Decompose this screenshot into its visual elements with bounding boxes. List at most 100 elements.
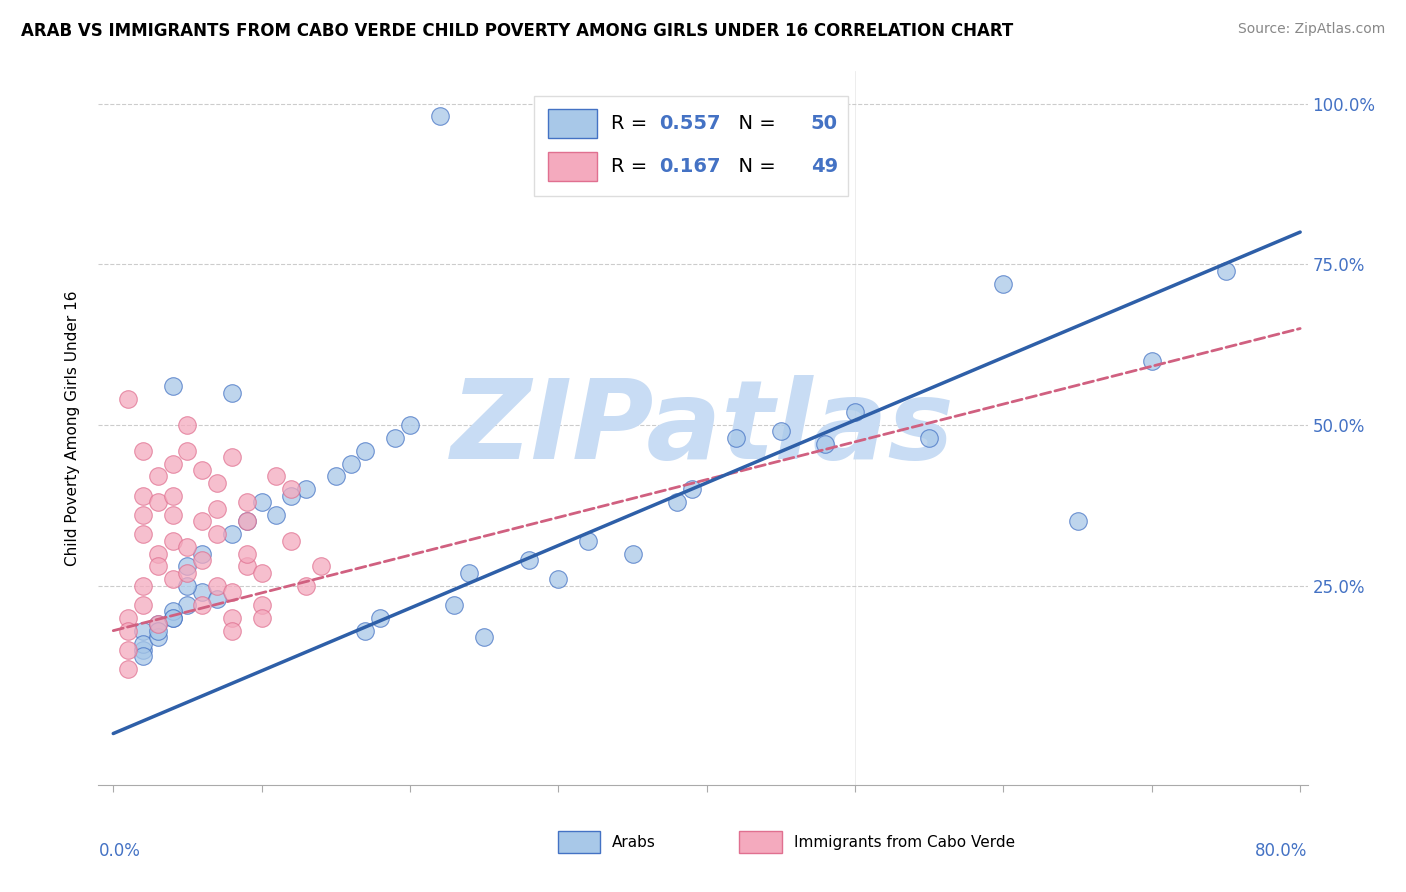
Point: [221, 450, 243, 464]
Point: [146, 469, 169, 483]
Point: [221, 385, 243, 400]
Point: [280, 482, 302, 496]
Point: [205, 501, 228, 516]
Point: [146, 559, 169, 574]
Point: [1215, 263, 1237, 277]
Point: [117, 611, 139, 625]
Text: 0.167: 0.167: [659, 157, 721, 176]
Point: [162, 489, 184, 503]
Point: [1066, 515, 1088, 529]
Point: [132, 489, 155, 503]
Y-axis label: Child Poverty Among Girls Under 16: Child Poverty Among Girls Under 16: [65, 291, 80, 566]
Point: [117, 643, 139, 657]
Point: [146, 630, 169, 644]
Point: [368, 611, 391, 625]
Point: [236, 495, 259, 509]
Point: [280, 533, 302, 548]
Point: [295, 579, 318, 593]
Point: [205, 579, 228, 593]
Point: [191, 553, 214, 567]
Point: [576, 533, 599, 548]
Text: ZIPatlas: ZIPatlas: [451, 375, 955, 482]
FancyBboxPatch shape: [740, 831, 782, 853]
Point: [162, 611, 184, 625]
Point: [547, 572, 569, 586]
Point: [280, 489, 302, 503]
Point: [162, 379, 184, 393]
Point: [666, 495, 689, 509]
FancyBboxPatch shape: [534, 96, 848, 196]
Text: R =: R =: [612, 157, 654, 176]
Point: [205, 527, 228, 541]
Point: [205, 475, 228, 490]
Point: [354, 624, 377, 638]
Text: 49: 49: [811, 157, 838, 176]
Point: [191, 547, 214, 561]
Point: [162, 572, 184, 586]
Text: N =: N =: [725, 114, 782, 133]
Text: R =: R =: [612, 114, 654, 133]
Point: [146, 617, 169, 632]
Text: 50: 50: [811, 114, 838, 133]
Point: [429, 109, 451, 123]
Point: [236, 559, 259, 574]
Point: [993, 277, 1015, 291]
Point: [146, 617, 169, 632]
Point: [176, 559, 198, 574]
Point: [191, 515, 214, 529]
Point: [146, 495, 169, 509]
Point: [1140, 353, 1163, 368]
Point: [325, 469, 347, 483]
Point: [472, 630, 495, 644]
Point: [162, 457, 184, 471]
Point: [176, 443, 198, 458]
Point: [132, 579, 155, 593]
Point: [236, 515, 259, 529]
Point: [399, 417, 422, 432]
Point: [176, 579, 198, 593]
Point: [266, 469, 288, 483]
Point: [117, 662, 139, 676]
Point: [221, 527, 243, 541]
Point: [844, 405, 866, 419]
Point: [162, 508, 184, 522]
Point: [918, 431, 941, 445]
Point: [384, 431, 406, 445]
Text: 0.557: 0.557: [659, 114, 721, 133]
Point: [176, 540, 198, 554]
Point: [309, 559, 332, 574]
Point: [162, 533, 184, 548]
Point: [132, 527, 155, 541]
Point: [236, 547, 259, 561]
Point: [205, 591, 228, 606]
Point: [176, 598, 198, 612]
Point: [146, 547, 169, 561]
Text: N =: N =: [725, 157, 782, 176]
Point: [458, 566, 481, 580]
Point: [132, 643, 155, 657]
Text: Source: ZipAtlas.com: Source: ZipAtlas.com: [1237, 22, 1385, 37]
Point: [132, 636, 155, 650]
Point: [191, 463, 214, 477]
Point: [250, 566, 273, 580]
Point: [132, 649, 155, 664]
FancyBboxPatch shape: [548, 152, 596, 180]
Point: [221, 624, 243, 638]
FancyBboxPatch shape: [548, 109, 596, 137]
Point: [191, 598, 214, 612]
Text: 80.0%: 80.0%: [1256, 842, 1308, 860]
Point: [250, 495, 273, 509]
Text: ARAB VS IMMIGRANTS FROM CABO VERDE CHILD POVERTY AMONG GIRLS UNDER 16 CORRELATIO: ARAB VS IMMIGRANTS FROM CABO VERDE CHILD…: [21, 22, 1014, 40]
Point: [725, 431, 748, 445]
Point: [176, 417, 198, 432]
Point: [191, 585, 214, 599]
Point: [621, 547, 644, 561]
Point: [221, 585, 243, 599]
Point: [339, 457, 361, 471]
Point: [769, 425, 792, 439]
Point: [443, 598, 465, 612]
FancyBboxPatch shape: [558, 831, 600, 853]
Point: [132, 598, 155, 612]
Text: Arabs: Arabs: [613, 835, 657, 849]
Point: [117, 624, 139, 638]
